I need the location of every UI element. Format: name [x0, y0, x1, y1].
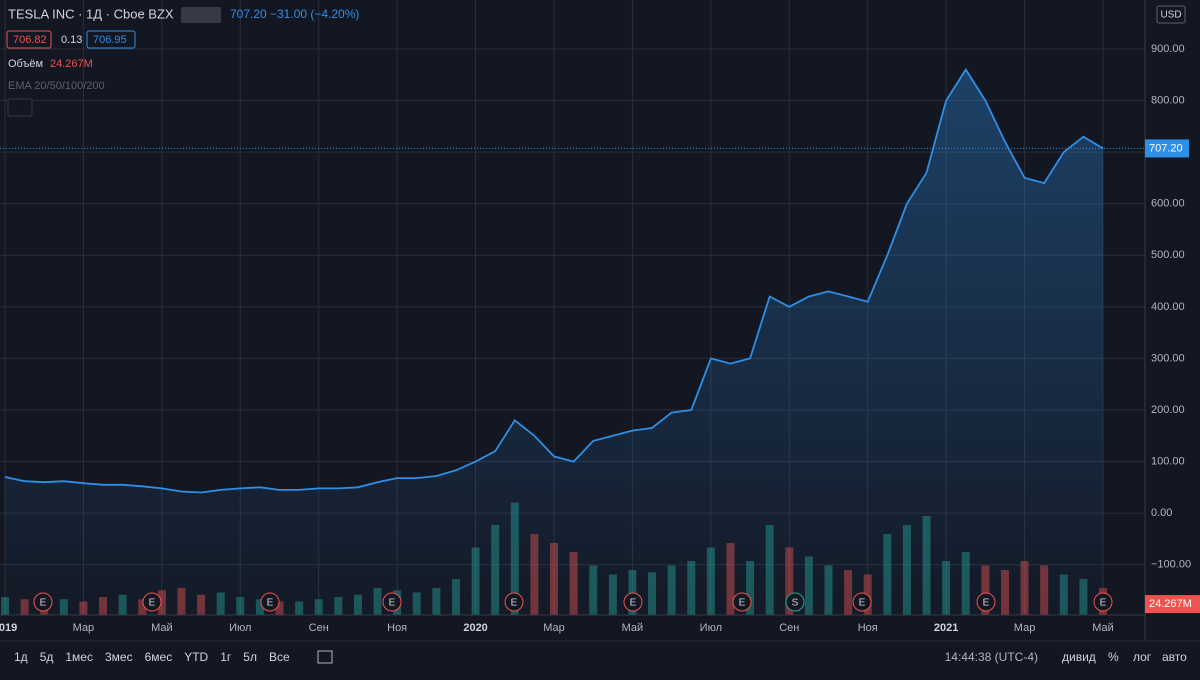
volume-title: Объём: [8, 58, 43, 70]
x-tick-label: Мар: [1014, 622, 1036, 634]
y-tick-label: −100.00: [1151, 559, 1191, 571]
event-label: E: [739, 598, 746, 609]
option-button[interactable]: авто: [1162, 650, 1187, 664]
clock: 14:44:38 (UTC-4): [945, 650, 1038, 664]
y-tick-label: 600.00: [1151, 198, 1185, 210]
y-tick-label: 300.00: [1151, 352, 1185, 364]
x-tick-label: Ноя: [387, 622, 407, 634]
price: 707.20: [230, 7, 267, 21]
collapse-button[interactable]: [7, 98, 33, 117]
y-tick-label: 800.00: [1151, 94, 1185, 106]
event-marker[interactable]: [260, 592, 280, 612]
x-tick-label: 2019: [0, 622, 17, 634]
spread: 0.13: [61, 34, 82, 46]
range-button[interactable]: 1г: [220, 650, 232, 664]
y-tick-label: 900.00: [1151, 43, 1185, 55]
event-marker[interactable]: [142, 592, 162, 612]
event-marker[interactable]: [732, 592, 752, 612]
event-marker[interactable]: [976, 592, 996, 612]
currency-box[interactable]: [1156, 5, 1186, 24]
y-tick-label: 100.00: [1151, 455, 1185, 467]
y-tick-label: 500.00: [1151, 249, 1185, 261]
event-label: E: [1100, 598, 1107, 609]
ask: 706.95: [93, 34, 127, 46]
price-area: [5, 69, 1103, 615]
range-button[interactable]: Все: [269, 650, 290, 664]
x-tick-label: Сен: [779, 622, 799, 634]
event-marker[interactable]: [33, 592, 53, 612]
price-line: [4, 67, 1104, 494]
currency: USD: [1160, 10, 1181, 21]
last-price-tag: [1145, 139, 1189, 158]
event-label: E: [630, 598, 637, 609]
event-marker[interactable]: [382, 592, 402, 612]
volume-tag: [1145, 595, 1200, 614]
x-tick-label: Ноя: [858, 622, 878, 634]
range-button[interactable]: 5д: [40, 650, 54, 664]
volume-value: 24.267M: [50, 58, 93, 70]
event-label: E: [267, 598, 274, 609]
bid: 706.82: [13, 34, 47, 46]
range-button[interactable]: 1мес: [65, 650, 93, 664]
range-button[interactable]: 3мес: [105, 650, 133, 664]
status-badge: [181, 7, 221, 23]
event-marker[interactable]: [852, 592, 872, 612]
event-label: E: [149, 598, 156, 609]
event-label: E: [511, 598, 518, 609]
option-button[interactable]: %: [1108, 650, 1119, 664]
last-price-label: 707.20: [1149, 142, 1183, 154]
event-label: E: [859, 598, 866, 609]
y-tick-label: 200.00: [1151, 404, 1185, 416]
x-tick-label: Мар: [73, 622, 95, 634]
change: −31.00 (−4.20%): [270, 7, 359, 21]
range-button[interactable]: YTD: [184, 650, 208, 664]
x-tick-label: Мар: [543, 622, 565, 634]
x-tick-label: 2020: [463, 622, 487, 634]
event-label: E: [983, 598, 990, 609]
x-tick-label: Май: [622, 622, 644, 634]
event-marker[interactable]: [504, 592, 524, 612]
calendar-icon[interactable]: [317, 650, 333, 664]
volume-tag-label: 24.267M: [1149, 598, 1192, 610]
symbol: TESLA INC · 1Д · Cboe BZX: [8, 6, 174, 21]
ask-box[interactable]: [86, 30, 136, 49]
x-tick-label: 2021: [934, 622, 958, 634]
option-button[interactable]: дивид: [1062, 650, 1096, 664]
x-tick-label: Май: [151, 622, 173, 634]
x-tick-label: Июл: [229, 622, 251, 634]
event-label: E: [389, 598, 396, 609]
x-tick-label: Сен: [309, 622, 329, 634]
event-marker[interactable]: [1093, 592, 1113, 612]
event-label: E: [40, 598, 47, 609]
range-button[interactable]: 1д: [14, 650, 28, 664]
bid-box[interactable]: [6, 30, 52, 49]
y-tick-label: 400.00: [1151, 301, 1185, 313]
option-button[interactable]: лог: [1133, 650, 1152, 664]
y-tick-label: 0.00: [1151, 507, 1172, 519]
range-button[interactable]: 5л: [243, 650, 257, 664]
x-tick-label: Май: [1092, 622, 1114, 634]
range-button[interactable]: 6мес: [145, 650, 173, 664]
ema-legend: EMA 20/50/100/200: [8, 80, 105, 92]
event-marker[interactable]: [785, 592, 805, 612]
event-marker[interactable]: [623, 592, 643, 612]
event-label: S: [792, 598, 799, 609]
x-tick-label: Июл: [700, 622, 722, 634]
